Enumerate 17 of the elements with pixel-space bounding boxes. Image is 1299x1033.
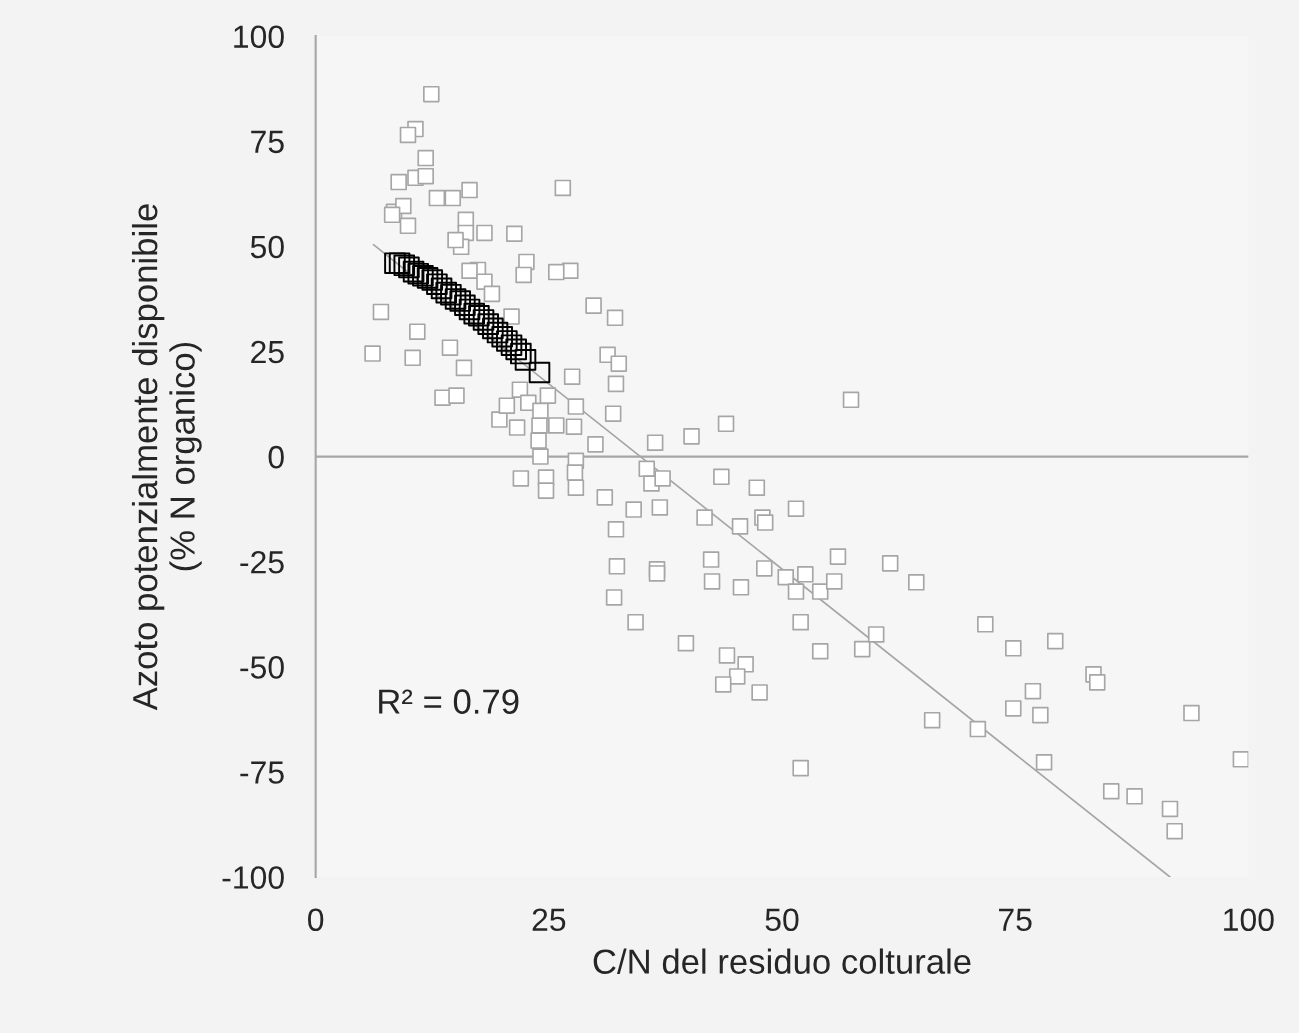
y-tick-label: -75 <box>240 761 284 784</box>
y-tick-label: -50 <box>240 656 284 679</box>
y-tick-label: -100 <box>222 866 284 889</box>
y-tick-label: 75 <box>251 130 284 154</box>
x-tick-label: 0 <box>308 908 324 932</box>
x-tick-label: 75 <box>999 908 1032 932</box>
y-axis-title: Azoto potenzialmente disponibile (% N organico) <box>131 204 202 711</box>
x-tick-label: 50 <box>765 908 799 932</box>
y-tick-label: -25 <box>240 550 284 574</box>
x-tick-label: 100 <box>1224 908 1274 932</box>
annotation: R² = 0.79 <box>379 689 519 714</box>
y-tick-label: 100 <box>234 25 284 49</box>
x-axis-title: C/N del residuo colturale <box>593 948 971 974</box>
y-tick-label: 50 <box>250 235 284 259</box>
y-tick-label: 25 <box>251 340 284 364</box>
y-tick-label: 0 <box>268 445 284 469</box>
x-tick-label: 25 <box>532 908 566 932</box>
